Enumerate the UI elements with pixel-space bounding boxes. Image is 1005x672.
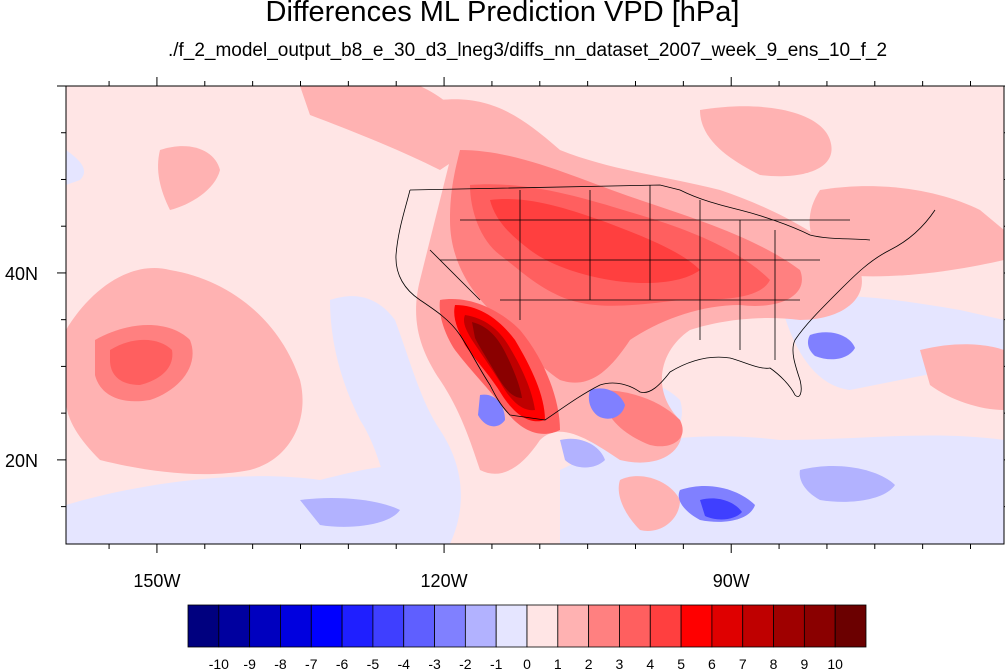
colorbar-swatch (773, 604, 805, 648)
map-title: Differences ML Prediction VPD [hPa] (265, 0, 740, 28)
colorbar-swatch (834, 604, 867, 648)
colorbar-label: 7 (739, 656, 747, 672)
colorbar-label: -5 (367, 656, 380, 672)
colorbar-swatch (803, 604, 836, 648)
colorbar-swatch (742, 604, 774, 648)
lon-label: 90W (713, 571, 750, 591)
colorbar-label: -4 (398, 656, 411, 672)
colorbar-label: -8 (274, 656, 287, 672)
colorbar-swatch (434, 604, 466, 648)
colorbar-label: 9 (800, 656, 808, 672)
colorbar-swatch (588, 604, 620, 648)
colorbar-swatch (711, 604, 744, 648)
difference-field (66, 86, 1004, 544)
colorbar-swatch (280, 604, 312, 648)
colorbar-label: 10 (827, 656, 843, 672)
lon-label: 150W (133, 571, 180, 591)
coastlines-and-borders (395, 184, 936, 421)
colorbar-swatch (403, 604, 435, 648)
colorbar-label: -10 (209, 656, 229, 672)
lat-label: 40N (5, 264, 38, 284)
colorbar-swatch (680, 604, 713, 648)
lon-label: 120W (421, 571, 468, 591)
colorbar-label: 8 (770, 656, 778, 672)
colorbar-swatch (341, 604, 374, 648)
colorbar-swatch (310, 604, 343, 648)
colorbar-label: 5 (677, 656, 685, 672)
colorbar-swatch (464, 604, 497, 648)
axis-tick-labels: 150W 120W 90W 40N 20N (5, 264, 750, 591)
colorbar-label: 6 (708, 656, 716, 672)
colorbar-swatch (249, 604, 281, 648)
colorbar-swatch (495, 604, 528, 648)
colorbar-label: 3 (616, 656, 624, 672)
colorbar-swatch (649, 604, 682, 648)
colorbar-label: -2 (459, 656, 472, 672)
colorbar-swatch (218, 604, 251, 648)
colorbar-swatch (372, 604, 405, 648)
colorbar-swatch (526, 604, 559, 648)
colorbar-label: 0 (523, 656, 531, 672)
colorbar-swatch (187, 604, 220, 648)
colorbar-label: -7 (305, 656, 318, 672)
colorbar-label: -3 (428, 656, 441, 672)
colorbar-swatch (619, 604, 651, 648)
colorbar-label: 4 (646, 656, 654, 672)
colorbar-label: 2 (585, 656, 593, 672)
colorbar-label: -9 (243, 656, 256, 672)
lat-label: 20N (5, 451, 38, 471)
colorbar-swatch (557, 604, 590, 648)
map-frame (65, 85, 1005, 545)
colorbar: -10 -9 -8 -7 -6 -5 -4 -3 -2 -1 0 1 2 3 4 5 6 7 8 9 10 (187, 604, 867, 672)
colorbar-label: -1 (490, 656, 503, 672)
colorbar-label: -6 (336, 656, 349, 672)
colorbar-label: 1 (554, 656, 562, 672)
map-subtitle: ./f_2_model_output_b8_e_30_d3_lneg3/diff… (167, 40, 888, 61)
map-plot-area (66, 86, 1004, 544)
